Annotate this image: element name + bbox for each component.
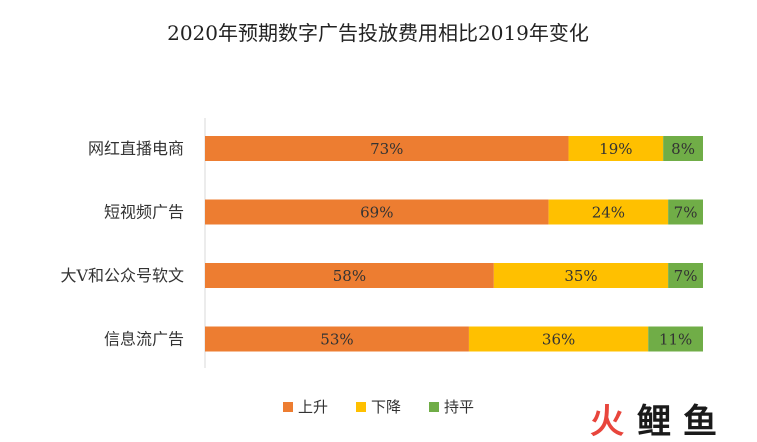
bars-group [205,136,703,352]
legend-swatch-3 [429,402,439,412]
legend: 上升 下降 持平 [283,398,474,416]
data-label: 35% [564,267,597,285]
bar-segment-1 [205,199,549,225]
data-label: 11% [659,331,692,349]
category-label: 大V和公众号软文 [60,266,184,285]
data-label: 73% [370,140,403,158]
legend-label: 上升 [298,398,328,416]
data-label: 8% [671,140,695,158]
bar-segment-3 [668,199,703,225]
bar-segment-2 [493,263,669,288]
data-labels: 73% 19% 8% 69% 24% 7% 58% 35% 7% 53% 36% 11% [320,140,697,349]
bar-segment-1 [205,326,469,352]
data-label: 53% [320,331,353,349]
bar-segment-2 [568,136,664,161]
watermark-char: 鲤 [637,402,671,442]
bar-segment-1 [205,263,494,288]
watermark-char: 火 [590,402,624,442]
data-label: 58% [333,267,366,285]
bar-segment-2 [548,199,669,225]
legend-label: 持平 [444,398,474,416]
bar-segment-2 [468,326,649,352]
bar-segment-3 [663,136,703,161]
category-label: 网红直播电商 [88,139,184,158]
data-label: 7% [674,204,698,222]
data-label: 36% [542,331,575,349]
category-label: 短视频广告 [104,203,184,222]
watermark-logo: 火鲤鱼 [590,402,717,442]
bar-segment-3 [648,326,703,352]
chart-title: 2020年预期数字广告投放费用相比2019年变化 [167,21,589,45]
bar-segment-1 [205,136,569,161]
data-label: 69% [360,204,393,222]
category-label: 信息流广告 [104,330,184,349]
data-label: 19% [599,140,632,158]
legend-swatch-2 [356,402,366,412]
legend-label: 下降 [371,398,401,416]
bar-segment-3 [668,263,703,288]
data-label: 7% [674,267,698,285]
legend-swatch-1 [283,402,293,412]
data-label: 24% [592,204,625,222]
watermark-char: 鱼 [683,402,717,442]
